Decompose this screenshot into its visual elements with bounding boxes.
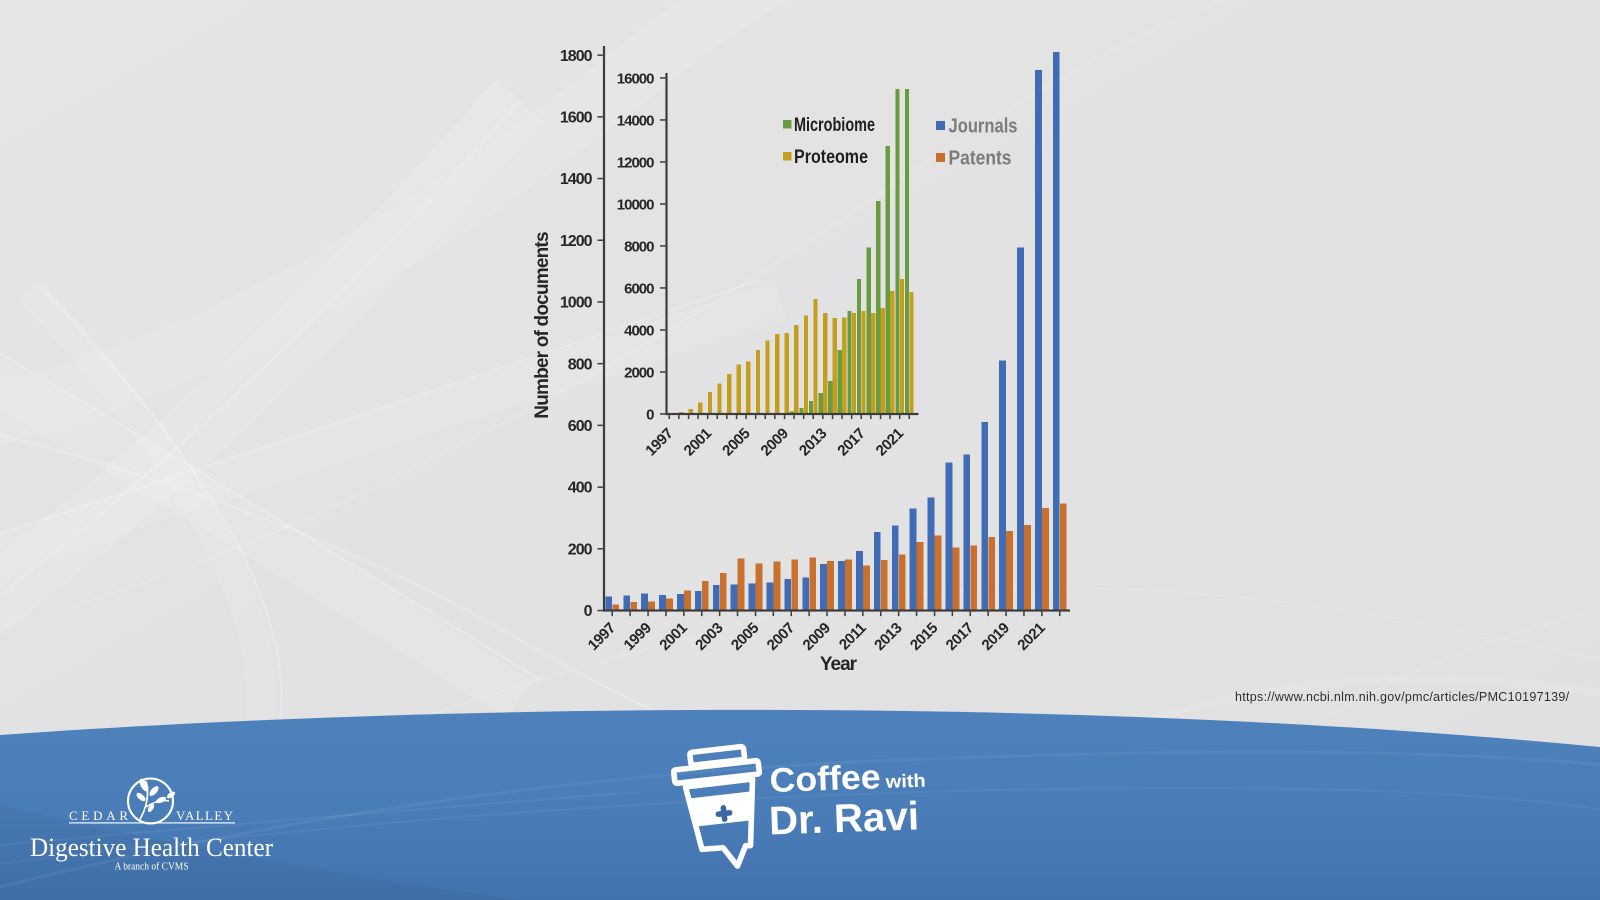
svg-text:8000: 8000: [624, 238, 654, 255]
svg-text:6000: 6000: [624, 280, 654, 297]
svg-text:1000: 1000: [560, 295, 593, 312]
svg-text:VALLEY: VALLEY: [176, 808, 235, 823]
svg-text:Number of documents: Number of documents: [532, 232, 553, 419]
svg-text:12000: 12000: [617, 154, 654, 171]
svg-text:https://www.ncbi.nlm.nih.gov/p: https://www.ncbi.nlm.nih.gov/pmc/article…: [1235, 690, 1570, 704]
svg-text:Coffee: Coffee: [769, 758, 881, 800]
svg-text:A branch of CVMS: A branch of CVMS: [115, 861, 189, 873]
svg-text:Year: Year: [820, 654, 858, 675]
svg-text:200: 200: [568, 541, 593, 558]
svg-text:Proteome: Proteome: [794, 146, 868, 168]
svg-text:Patents: Patents: [949, 148, 1012, 170]
svg-text:with: with: [884, 770, 926, 792]
svg-text:400: 400: [568, 480, 593, 497]
svg-text:CEDAR: CEDAR: [69, 808, 132, 823]
svg-text:0: 0: [646, 406, 654, 423]
svg-text:1800: 1800: [560, 48, 593, 65]
svg-text:Dr. Ravi: Dr. Ravi: [768, 794, 919, 843]
svg-text:1400: 1400: [560, 171, 593, 188]
svg-text:4000: 4000: [624, 322, 654, 339]
svg-text:2000: 2000: [624, 364, 654, 381]
svg-text:Journals: Journals: [949, 116, 1018, 138]
svg-text:Digestive Health Center: Digestive Health Center: [30, 833, 273, 862]
svg-text:800: 800: [568, 356, 593, 373]
svg-text:Microbiome: Microbiome: [794, 114, 875, 136]
svg-text:14000: 14000: [617, 112, 654, 129]
svg-text:600: 600: [568, 418, 593, 435]
svg-text:0: 0: [584, 603, 593, 620]
svg-text:1600: 1600: [560, 110, 593, 127]
svg-text:10000: 10000: [617, 196, 654, 213]
svg-text:1200: 1200: [560, 233, 593, 250]
svg-text:16000: 16000: [617, 70, 654, 87]
